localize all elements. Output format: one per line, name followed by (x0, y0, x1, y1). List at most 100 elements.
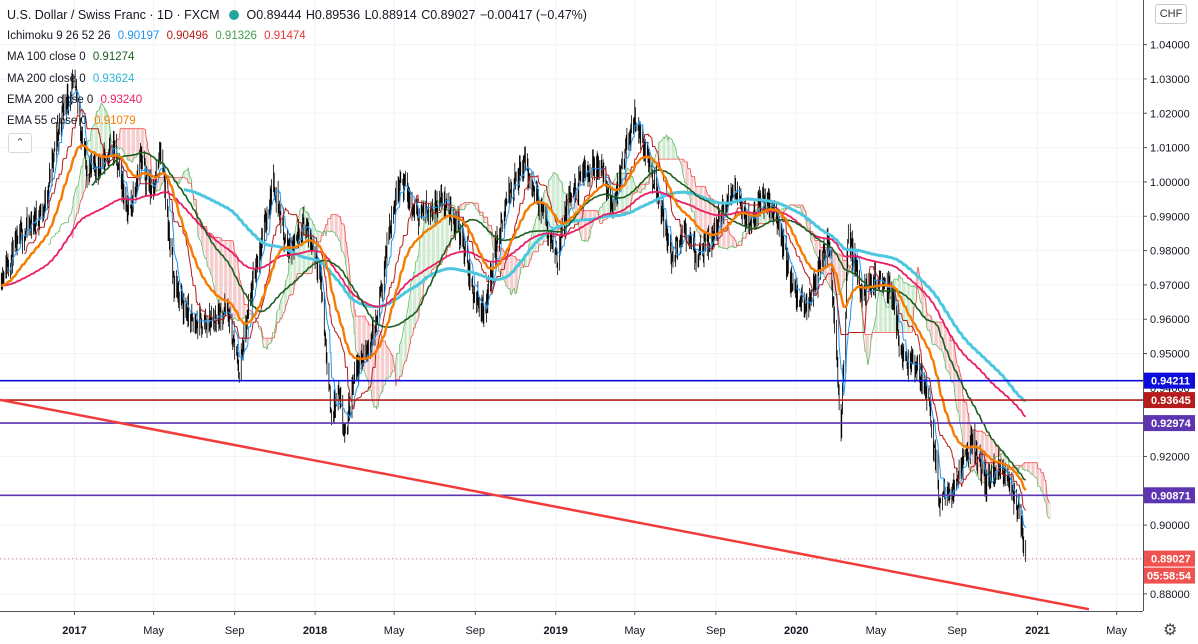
cloud-slice (1032, 462, 1034, 475)
cloud-slice (669, 137, 671, 160)
cloud-slice (418, 255, 420, 319)
cloud-slice (77, 185, 79, 214)
cloud-slice (229, 240, 231, 318)
cloud-slice (143, 128, 145, 156)
ema55-legend[interactable]: EMA 55 close 0 0.91079 (7, 111, 588, 132)
price-line-tag (1144, 392, 1195, 409)
cloud-slice (484, 217, 486, 223)
cloud-slice (147, 141, 149, 169)
cloud-slice (671, 138, 673, 160)
cloud-slice (111, 140, 113, 146)
cloud-slice (406, 316, 408, 362)
cloud-slice (700, 186, 703, 237)
cloud-slice (929, 314, 931, 331)
cloud-slice (248, 309, 250, 314)
gear-icon[interactable]: ⚙ (1163, 622, 1178, 639)
cloud-slice (969, 422, 971, 470)
cloud-slice (926, 310, 928, 324)
cloud-slice (635, 186, 637, 193)
cloud-slice (657, 152, 659, 168)
cloud-slice (632, 176, 634, 194)
cloud-slice (668, 136, 670, 160)
cloud-slice (211, 234, 213, 277)
ichimoku-legend[interactable]: Ichimoku 9 26 52 26 0.90197 0.90496 0.91… (7, 26, 588, 47)
cloud-slice (895, 279, 897, 333)
price-line-tag (1144, 415, 1195, 432)
cloud-slice (528, 244, 531, 264)
cloud-slice (994, 441, 996, 465)
ma100-legend[interactable]: MA 100 close 0 0.91274 (7, 47, 588, 68)
cloud-slice (884, 299, 886, 333)
cloud-slice (756, 209, 759, 228)
cloud-slice (682, 159, 684, 172)
cloud-slice (106, 111, 108, 153)
cloud-slice (399, 353, 401, 380)
cloud-slice (888, 307, 890, 333)
cloud-slice (1026, 462, 1028, 471)
cloud-slice (1003, 452, 1005, 468)
time-tick-label: Sep (465, 625, 485, 637)
symbol-title[interactable]: U.S. Dollar / Swiss Franc · 1D · FXCM (7, 8, 220, 22)
cloud-slice (821, 247, 823, 273)
cloud-slice (931, 316, 933, 337)
cloud-slice (608, 188, 610, 216)
cloud-slice (207, 233, 210, 267)
cloud-slice (456, 209, 458, 220)
cloud-slice (567, 193, 569, 200)
cloud-slice (178, 177, 180, 184)
cloud-slice (452, 205, 454, 236)
cloud-slice (883, 295, 885, 333)
cloud-slice (811, 231, 813, 242)
cloud-slice (843, 260, 845, 282)
cloud-slice (537, 215, 539, 252)
cloud-slice (187, 169, 189, 180)
cloud-slice (623, 173, 625, 213)
cloud-slice (410, 282, 413, 338)
cloud-slice (433, 204, 436, 269)
cloud-slice (560, 181, 562, 226)
cloud-slice (417, 259, 419, 321)
cloud-slice (267, 338, 269, 346)
cloud-slice (737, 244, 739, 246)
cloud-slice (337, 214, 339, 237)
currency-button[interactable]: CHF (1155, 4, 1187, 24)
chevron-up-icon[interactable]: ⌃ (8, 133, 32, 153)
cloud-slice (78, 182, 80, 210)
cloud-slice (466, 202, 468, 205)
ema200-legend[interactable]: EMA 200 close 0 0.93240 (7, 90, 588, 111)
cloud-slice (687, 168, 689, 195)
cloud-slice (779, 211, 781, 218)
cloud-slice (401, 340, 403, 377)
cloud-slice (609, 188, 611, 216)
cloud-slice (603, 203, 605, 221)
cloud-slice (593, 210, 595, 222)
cloud-slice (215, 237, 217, 295)
cloud-slice (1018, 465, 1020, 471)
price-line-label: 0.93645 (1151, 395, 1191, 407)
cloud-slice (585, 210, 587, 242)
cloud-slice (258, 326, 260, 328)
cloud-slice (205, 226, 207, 259)
cloud-slice (807, 220, 809, 229)
cloud-slice (1019, 465, 1022, 468)
cloud-slice (729, 233, 731, 248)
cloud-slice (283, 293, 285, 313)
cloud-slice (97, 111, 99, 155)
cloud-slice (404, 325, 406, 365)
cloud-slice (563, 191, 565, 216)
cloud-slice (424, 219, 426, 277)
cloud-slice (571, 196, 573, 209)
price-axis: 1.04000 1.03000 1.02000 1.01000 1.00000 0.990… (1143, 0, 1195, 611)
cloud-slice (279, 304, 281, 321)
cloud-slice (292, 254, 295, 295)
cloud-slice (927, 314, 929, 331)
cloud-slice (133, 128, 135, 160)
cloud-slice (847, 261, 849, 277)
cloud-slice (941, 322, 943, 350)
ma200-legend[interactable]: MA 200 close 0 0.93624 (7, 69, 588, 90)
cloud-slice (930, 316, 932, 336)
cloud-slice (497, 246, 499, 263)
cloud-slice (828, 250, 830, 285)
cloud-slice (902, 281, 904, 333)
